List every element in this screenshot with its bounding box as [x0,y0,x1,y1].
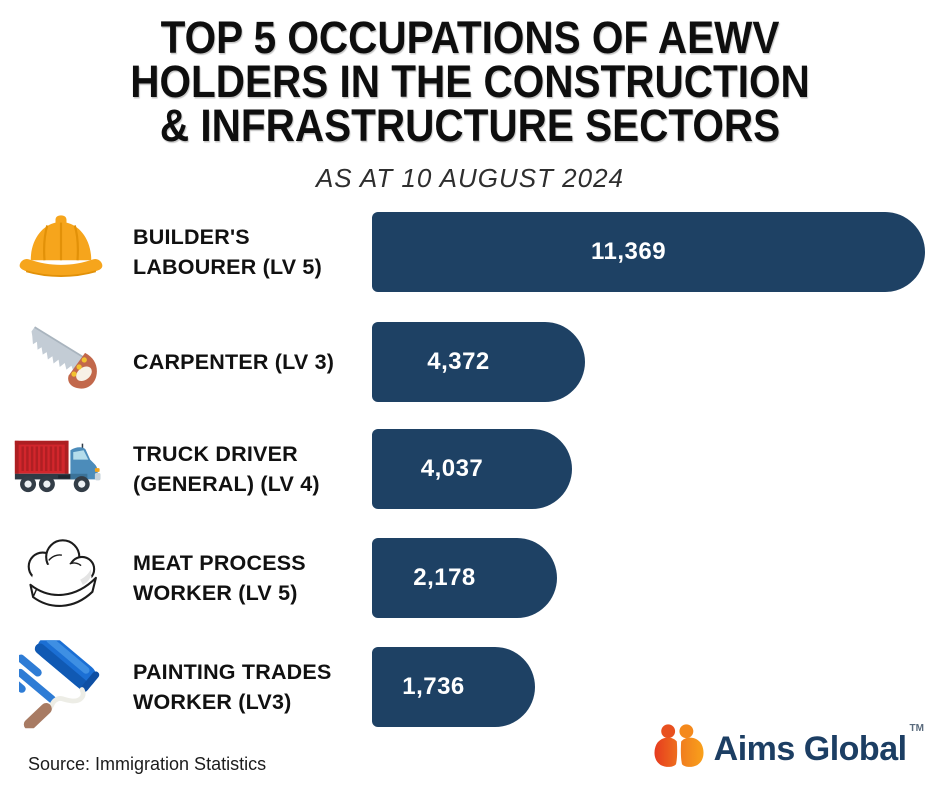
category-label-line: LABOURER (LV 5) [133,255,322,279]
category-label-line: TRUCK DRIVER [133,442,298,466]
category-label: PAINTING TRADES WORKER (LV3) [133,641,371,733]
bar-value-label: 4,372 [427,348,490,375]
category-label: MEAT PROCESS WORKER (LV 5) [133,532,371,624]
aims-global-logo: Aims Global TM [653,723,924,774]
bar-carpenter: 4,372 [372,322,585,402]
truck-icon [12,420,110,512]
chart-row: BUILDER'S LABOURER (LV 5) 11,369 [0,206,940,298]
bar-value-label: 4,037 [420,455,484,482]
category-label: CARPENTER (LV 3) [133,316,371,408]
chart-row: TRUCK DRIVER (GENERAL) (LV 4) 4,037 [0,423,940,515]
chart-row: CARPENTER (LV 3) 4,372 [0,316,940,408]
trademark-symbol: TM [909,723,924,734]
page-title: TOP 5 OCCUPATIONS OF AEWV HOLDERS IN THE… [0,12,940,151]
bar-value-label: 1,736 [402,673,465,700]
title-line-2: HOLDERS IN THE CONSTRUCTION [130,56,810,107]
paint-roller-icon [12,638,110,730]
category-label-line: MEAT PROCESS [133,551,306,575]
chef-hat-icon [12,529,110,621]
bar-value-label: 11,369 [590,238,667,265]
source-note: Source: Immigration Statistics [28,754,267,774]
category-label-line: PAINTING TRADES [133,660,332,684]
category-label: TRUCK DRIVER (GENERAL) (LV 4) [133,423,371,515]
category-label-line: (GENERAL) (LV 4) [133,472,320,496]
title-line-3: & INFRASTRUCTURE SECTORS [159,100,781,151]
chart-row: MEAT PROCESS WORKER (LV 5) 2,178 [0,532,940,624]
subtitle-date: AS AT 10 AUGUST 2024 [315,163,625,193]
category-label-line: CARPENTER (LV 3) [133,350,335,374]
category-label: BUILDER'S LABOURER (LV 5) [133,206,371,298]
category-label-line: BUILDER'S [133,225,250,249]
handsaw-icon [12,313,110,405]
title-line-1: TOP 5 OCCUPATIONS OF AEWV [160,12,780,63]
hard-hat-icon [12,203,110,295]
aims-global-logo-text: Aims Global [713,729,907,768]
bar-value-label: 2,178 [413,564,476,591]
aims-global-logo-icon [653,723,705,774]
bar-truck-driver: 4,037 [372,429,572,509]
category-label-line: WORKER (LV3) [133,690,292,714]
bar-builders-labourer: 11,369 [372,212,925,292]
category-label-line: WORKER (LV 5) [133,581,298,605]
chart-row: PAINTING TRADES WORKER (LV3) 1,736 [0,638,940,733]
bar-painting-trades-worker: 1,736 [372,647,535,727]
bar-meat-process-worker: 2,178 [372,538,557,618]
